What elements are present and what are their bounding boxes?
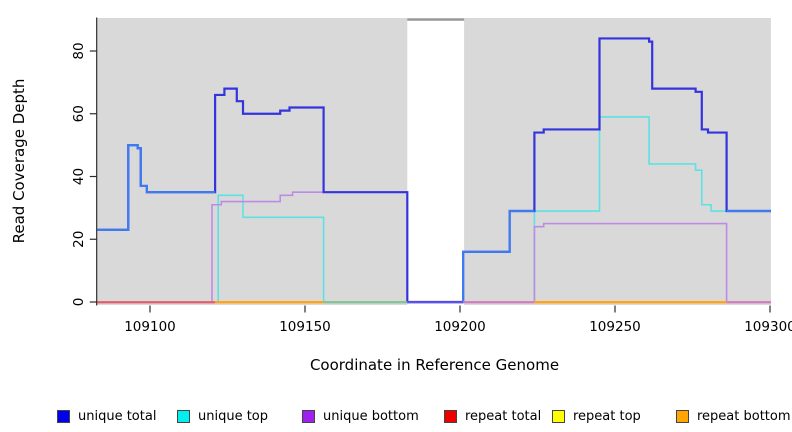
x-tick-label: 109100 — [124, 319, 176, 335]
x-tick-label: 109200 — [434, 319, 486, 335]
x-tick-label: 109250 — [589, 319, 641, 335]
y-tick-label: 80 — [71, 42, 87, 59]
y-tick-label: 20 — [71, 231, 87, 248]
series-unique-total-bright — [462, 209, 535, 302]
x-tick-label: 109150 — [279, 319, 331, 335]
series-unique-total-bright — [97, 144, 216, 231]
y-axis-title: Read Coverage Depth — [10, 78, 28, 244]
y-tick-label: 0 — [71, 298, 87, 307]
x-axis-title: Coordinate in Reference Genome — [309, 356, 560, 374]
masked-region — [407, 20, 465, 306]
x-tick-label: 109300 — [744, 319, 792, 335]
y-tick-label: 60 — [71, 105, 87, 122]
y-tick-label: 40 — [71, 168, 87, 185]
